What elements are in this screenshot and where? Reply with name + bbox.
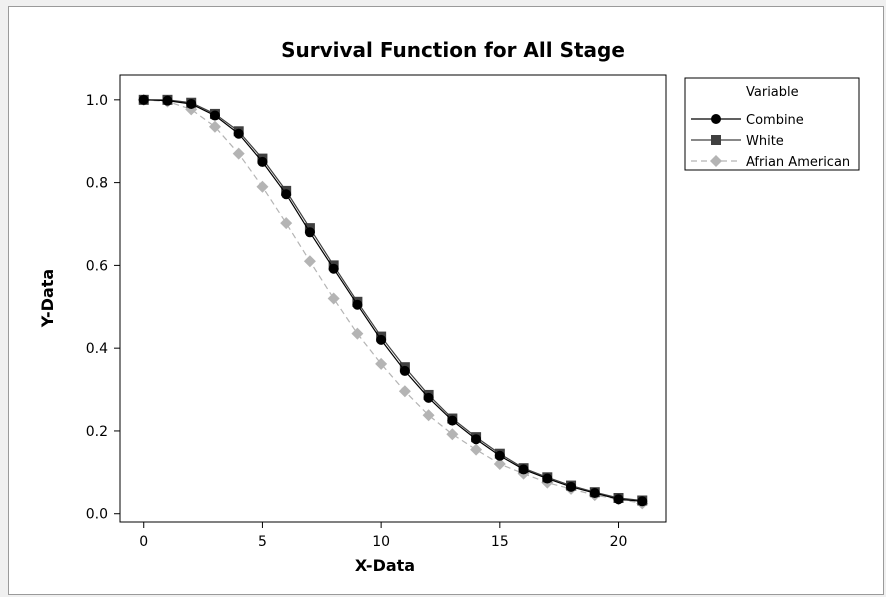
series-0: [138, 94, 648, 507]
data-point: [352, 299, 363, 310]
data-point: [303, 255, 316, 268]
legend-label: Afrian American: [746, 155, 850, 170]
y-tick-label: 0.0: [86, 507, 108, 523]
survival-chart: Survival Function for All Stage 0 5 10 15 20…: [38, 38, 860, 575]
data-point: [208, 120, 221, 133]
data-point: [566, 481, 577, 492]
data-point: [398, 385, 411, 398]
legend-box: [684, 77, 860, 171]
data-point: [470, 443, 483, 456]
data-point: [375, 357, 388, 370]
data-point: [422, 409, 435, 422]
data-point: [257, 156, 268, 167]
legend-marker: [711, 135, 721, 145]
data-point: [328, 263, 339, 274]
data-point: [209, 110, 220, 121]
data-point: [518, 464, 529, 475]
x-tick-label: 10: [372, 534, 390, 550]
legend-marker: [710, 155, 722, 167]
data-point: [494, 450, 505, 461]
series-layer: [137, 93, 649, 510]
x-tick-label: 5: [258, 534, 267, 550]
legend-title: Variable: [746, 85, 799, 100]
x-tick-label: 0: [139, 534, 148, 550]
y-axis-label: Y-Data: [38, 269, 57, 328]
series-line: [143, 99, 643, 502]
x-tick-label: 15: [491, 534, 509, 550]
legend-items: Combine White Afrian American: [691, 113, 850, 170]
chart-frame: Survival Function for All Stage 0 5 10 15 20…: [8, 6, 884, 595]
y-tick-label: 0.6: [86, 258, 108, 274]
y-tick-label: 0.4: [86, 341, 108, 357]
legend-label: White: [746, 134, 784, 149]
data-point: [327, 292, 340, 305]
data-point: [399, 365, 410, 376]
legend: Variable Combine White Afrian American: [684, 77, 860, 171]
series-line: [143, 99, 643, 502]
data-point: [232, 147, 245, 160]
chart-title: Survival Function for All Stage: [281, 38, 625, 62]
data-point: [280, 217, 293, 230]
data-point: [186, 98, 197, 109]
legend-item: Afrian American: [691, 155, 850, 170]
data-point: [447, 415, 458, 426]
data-point: [138, 94, 149, 105]
data-point: [304, 227, 315, 238]
x-axis-label: X-Data: [355, 556, 415, 575]
data-point: [233, 128, 244, 139]
axis-ticks: 0 5 10 15 20 0.0 0.2 0.4 0.6 0.8 1.0: [86, 93, 628, 550]
data-point: [351, 327, 364, 340]
y-tick-label: 0.8: [86, 176, 108, 192]
data-point: [542, 473, 553, 484]
legend-item: White: [691, 134, 784, 149]
x-tick-label: 20: [610, 534, 628, 550]
legend-marker: [711, 114, 721, 124]
data-point: [471, 434, 482, 445]
y-tick-label: 0.2: [86, 424, 108, 440]
data-point: [256, 180, 269, 193]
data-point: [637, 496, 648, 507]
legend-item: Combine: [691, 113, 804, 128]
data-point: [376, 334, 387, 345]
data-point: [589, 488, 600, 499]
y-tick-label: 1.0: [86, 93, 108, 109]
data-point: [281, 189, 292, 200]
data-point: [613, 494, 624, 505]
plot-area: [119, 74, 667, 523]
legend-label: Combine: [746, 113, 804, 128]
data-point: [162, 95, 173, 106]
data-point: [423, 392, 434, 403]
data-point: [493, 458, 506, 471]
data-point: [446, 428, 459, 441]
